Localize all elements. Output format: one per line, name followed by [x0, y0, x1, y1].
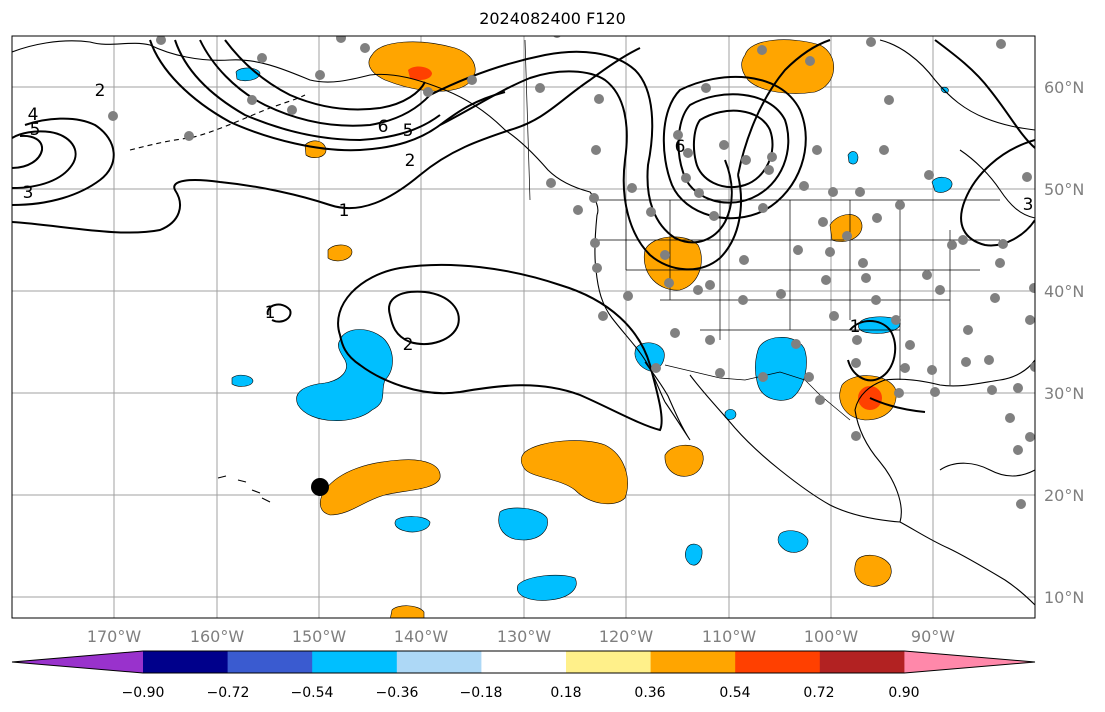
colorbar-tick-label: 0.18	[550, 685, 581, 701]
contour-label: 2	[403, 335, 414, 355]
longitude-label: 160°W	[190, 627, 245, 646]
latitude-label: 30°N	[1044, 384, 1084, 403]
longitude-label: 110°W	[702, 627, 757, 646]
colorbar-extend-min	[12, 651, 143, 673]
contour-label: 5	[30, 120, 41, 140]
contour-label: 2	[405, 151, 416, 171]
latitude-axis-labels: 60°N 50°N 40°N 30°N 20°N 10°N	[1044, 78, 1084, 607]
colorbar-tick-labels: −0.90 −0.72 −0.54 −0.36 −0.18 0.18 0.36 …	[122, 685, 920, 701]
colorbar-segment	[819, 651, 905, 673]
colorbar-segment	[735, 651, 821, 673]
highlight-station-marker	[311, 478, 329, 496]
latitude-label: 20°N	[1044, 486, 1084, 505]
longitude-label: 130°W	[497, 627, 552, 646]
contour-label: 6	[378, 117, 389, 137]
colorbar-segment	[481, 651, 567, 673]
longitude-axis-labels: 170°W 160°W 150°W 140°W 130°W 120°W 110°…	[87, 627, 955, 646]
colorbar-segment	[143, 651, 229, 673]
latitude-label: 10°N	[1044, 588, 1084, 607]
contour-label: 3	[23, 183, 34, 203]
contour-label-group: 2 4 5 3 6 5 2 1 2 1 6 1 3	[23, 81, 1034, 355]
colorbar	[11, 650, 1036, 674]
latitude-label: 40°N	[1044, 282, 1084, 301]
colorbar-tick-label: −0.36	[376, 685, 419, 701]
colorbar-tick-label: 0.36	[634, 685, 665, 701]
longitude-label: 90°W	[911, 627, 955, 646]
latitude-label: 60°N	[1044, 78, 1084, 97]
contour-label: 4	[28, 105, 39, 125]
longitude-label: 120°W	[599, 627, 654, 646]
colorbar-segment	[227, 651, 313, 673]
longitude-label: 170°W	[87, 627, 142, 646]
colorbar-tick-label: −0.18	[460, 685, 503, 701]
contour-label: 5	[403, 121, 414, 141]
colorbar-segment	[566, 651, 652, 673]
colorbar-extend-max	[904, 651, 1035, 673]
station-markers	[108, 36, 1035, 509]
colorbar-tick-label: −0.54	[291, 685, 334, 701]
map-title: 2024082400 F120	[479, 9, 626, 28]
contour-label: 3	[1023, 195, 1034, 215]
colorbar-tick-label: 0.90	[888, 685, 919, 701]
colorbar-tick-label: 0.54	[719, 685, 750, 701]
height-contours	[12, 39, 1035, 432]
contour-label: 1	[265, 303, 276, 323]
longitude-label: 140°W	[394, 627, 449, 646]
colorbar-segment	[396, 651, 482, 673]
colorbar-tick-label: −0.90	[122, 685, 165, 701]
latitude-label: 50°N	[1044, 180, 1084, 199]
contour-label: 1	[339, 201, 350, 221]
map-frame	[11, 35, 1036, 619]
contour-label: 2	[95, 81, 106, 101]
colorbar-tick-label: −0.72	[207, 685, 250, 701]
negative-anomaly-areas	[231, 67, 953, 601]
longitude-label: 150°W	[292, 627, 347, 646]
contour-label: 1	[850, 317, 861, 337]
contour-label: 6	[675, 137, 686, 157]
longitude-label: 100°W	[804, 627, 859, 646]
map-panel: 2 4 5 3 6 5 2 1 2 1 6 1 3	[12, 36, 1035, 618]
colorbar-segment	[312, 651, 398, 673]
colorbar-outline	[11, 650, 1036, 674]
colorbar-segment	[650, 651, 736, 673]
colorbar-tick-label: 0.72	[803, 685, 834, 701]
